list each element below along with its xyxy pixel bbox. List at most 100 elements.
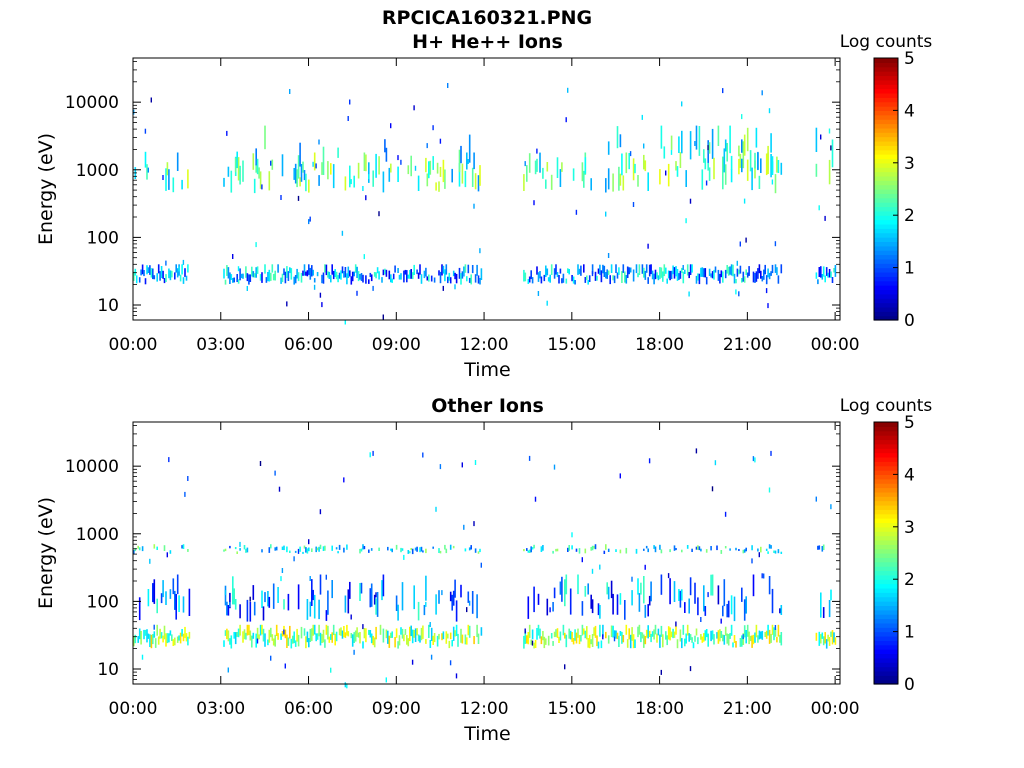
heat-cell [259,461,262,466]
heat-cell [390,123,392,129]
heat-cell [667,573,670,579]
heat-cell [754,457,756,463]
heat-cell [688,598,690,614]
y-minor-ticks [133,425,840,685]
heat-cell [294,640,297,647]
heat-cell [672,628,674,639]
heat-cell [765,630,768,639]
heat-cell [552,641,554,646]
heat-cell [476,594,478,619]
heat-cell [686,624,689,636]
x-tick-label: 21:00 [723,335,772,355]
heat-cell [169,630,172,636]
x-tick-label: 15:00 [547,699,596,719]
heat-cell [385,269,388,277]
heat-cell [738,145,740,157]
heat-cell [625,152,628,174]
heat-cell [375,626,377,640]
heat-cell [449,277,452,284]
heat-cell [571,545,573,550]
heat-cell [828,269,831,278]
heat-cell [176,636,179,643]
heat-cell [761,276,764,282]
heat-cell [321,302,323,308]
heat-cell [256,627,259,640]
heat-cell [419,547,421,553]
heat-cell [612,625,614,638]
heat-cell [365,628,367,643]
colorbar-cell [874,627,898,633]
heat-cell [685,633,687,644]
heat-cell [647,243,649,249]
heat-cell [711,574,714,596]
heat-cell [351,271,354,282]
heat-cell [479,548,481,553]
heat-cell [724,139,727,152]
heat-cell [283,268,285,276]
heat-cell [584,548,587,554]
heat-cell [545,179,547,189]
heat-cell [407,638,410,647]
heat-cell [174,272,176,280]
heat-cell [249,274,252,282]
heat-cell [468,547,471,551]
heat-cell [676,639,679,649]
heat-cell [593,545,595,549]
heat-cell [357,271,360,282]
heat-cell [388,167,391,182]
heat-cell [325,574,327,580]
colorbar-cell [874,171,898,177]
heat-cell [694,582,696,604]
colorbar-cell [874,452,898,458]
heat-cell [607,548,610,552]
heat-cell [723,148,726,173]
colorbar-frame [873,57,899,321]
heat-cell [239,541,241,547]
heat-cell [150,634,153,649]
heat-cell [751,545,753,551]
colorbar-cell [874,443,898,449]
heat-cell [246,624,249,636]
heat-cell [369,272,372,277]
heat-cell [150,268,153,278]
heat-cell [174,590,176,610]
heat-cell [688,291,690,297]
heat-cell [711,630,714,640]
heat-cell [621,631,623,644]
heat-cell [536,628,538,640]
heat-cell [770,545,772,549]
heat-cell [599,264,601,275]
heat-cell [556,272,559,278]
heat-cell [743,549,746,553]
heat-cell [309,628,312,642]
heat-cell [356,627,358,637]
heat-cell [315,163,317,169]
heat-cell [714,460,717,466]
heat-cell [390,163,392,173]
heat-cell [574,280,576,285]
heat-cell [730,155,733,170]
heat-cell [331,580,333,599]
colorbar-cell [874,180,898,186]
heat-cell [768,576,771,595]
heat-cell [528,455,531,461]
heat-cell [746,624,749,637]
heat-cell [537,624,540,636]
heat-cell [479,248,481,254]
heat-cell [156,624,158,636]
colorbar-cell [874,679,898,685]
heat-cell [632,269,635,282]
heat-cell [144,629,147,636]
heat-cell [675,621,677,627]
heat-cell [172,177,175,193]
heat-cell [448,640,451,649]
heat-cell [468,600,471,606]
heat-cell [628,267,630,275]
heat-cell [184,491,186,497]
heat-cell [821,546,824,552]
panel-title: H+ He++ Ions [412,31,563,53]
heat-cell [610,264,613,273]
heat-cell [666,635,668,646]
heat-cell [635,548,638,554]
